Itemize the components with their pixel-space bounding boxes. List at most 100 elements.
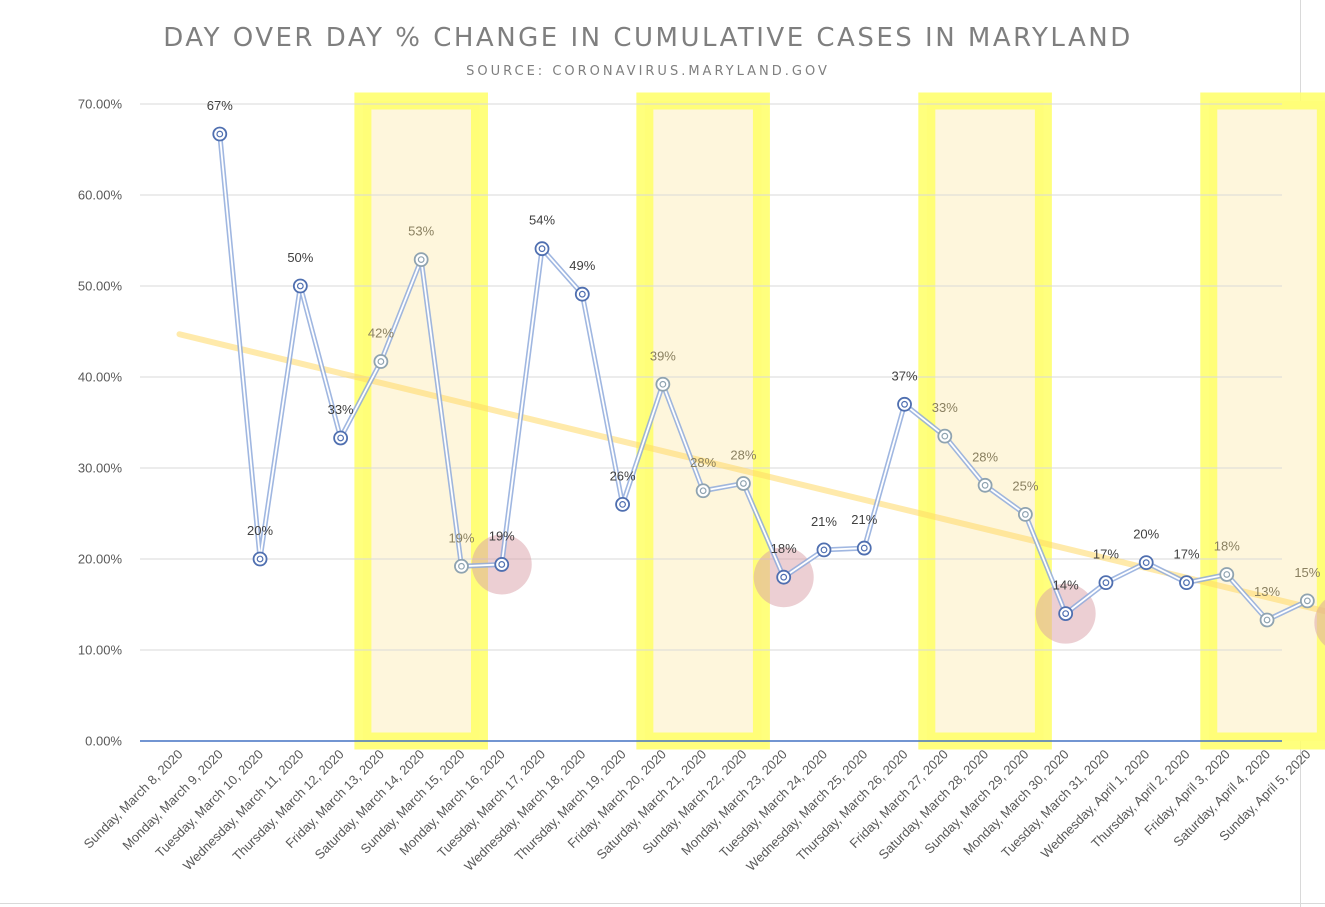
gridlines	[140, 103, 1282, 651]
data-point-marker	[695, 483, 711, 499]
data-point-marker	[736, 476, 751, 491]
data-point-marker	[937, 428, 953, 444]
chart-border-bottom	[0, 903, 1325, 904]
chart-subtitle: SOURCE: CORONAVIRUS.MARYLAND.GOV	[466, 64, 830, 79]
data-point-marker	[776, 569, 792, 585]
data-label: 21%	[811, 514, 837, 529]
data-label: 54%	[529, 213, 555, 228]
data-point-marker-inner	[1102, 579, 1110, 587]
data-label: 49%	[569, 258, 595, 273]
weekend-band-4	[1200, 92, 1325, 750]
data-label: 33%	[328, 402, 354, 417]
data-point-marker-inner	[1062, 610, 1070, 617]
data-label: 19%	[489, 528, 515, 543]
weekend-band-2	[636, 92, 770, 750]
data-point-marker-inner	[337, 434, 345, 442]
data-point-marker-inner	[740, 480, 747, 487]
data-point-marker	[212, 126, 228, 142]
series-line-inner	[218, 133, 1308, 621]
data-point-marker	[897, 396, 912, 412]
data-label: 42%	[368, 326, 394, 341]
data-point-marker-inner	[820, 546, 828, 554]
data-point-marker-inner	[860, 544, 868, 552]
weekend-band-1	[354, 92, 488, 750]
data-label: 50%	[287, 250, 313, 265]
data-label: 53%	[408, 224, 434, 239]
weekend-highlights	[354, 92, 1325, 750]
data-point-marker	[977, 477, 993, 493]
data-label: 39%	[650, 348, 676, 363]
data-point-marker	[856, 540, 872, 556]
y-tick-label: 70.00%	[78, 97, 123, 112]
data-point-marker	[655, 376, 671, 392]
data-point-marker-inner	[296, 282, 304, 290]
data-point-marker	[1058, 606, 1074, 621]
data-label: 15%	[1294, 565, 1320, 580]
data-point-marker-inner	[619, 501, 626, 508]
data-point-marker-inner	[256, 555, 264, 563]
data-label: 17%	[1173, 547, 1199, 562]
data-label: 28%	[730, 447, 756, 462]
data-point-marker	[615, 496, 630, 512]
data-point-marker-inner	[578, 290, 586, 298]
data-point-marker	[816, 542, 832, 558]
next-point-circle	[1314, 599, 1325, 646]
data-label: 33%	[932, 400, 958, 415]
data-point-marker	[494, 557, 510, 572]
data-point-marker	[1259, 612, 1275, 628]
data-point-marker	[574, 286, 590, 302]
data-point-marker-inner	[659, 380, 667, 388]
data-label: 37%	[892, 368, 918, 383]
data-label: 20%	[247, 523, 273, 538]
data-point-marker	[292, 278, 308, 294]
data-point-marker-inner	[941, 432, 949, 440]
data-point-marker	[1138, 555, 1154, 571]
data-point-marker-inner	[1223, 571, 1231, 578]
data-point-marker-inner	[981, 481, 989, 489]
data-point-marker	[252, 551, 268, 567]
data-point-marker-inner	[417, 256, 425, 264]
data-labels: ?67%20%50%33%42%53%19%19%54%49%26%39%28%…	[207, 98, 1321, 599]
y-tick-label: 30.00%	[78, 461, 123, 476]
data-point-marker	[333, 430, 349, 446]
data-point-marker-inner	[377, 358, 385, 365]
data-point-marker-inner	[458, 562, 465, 570]
data-point-marker	[1219, 567, 1235, 582]
data-point-marker	[454, 558, 469, 574]
data-label: 28%	[690, 455, 716, 470]
data-label: 26%	[610, 468, 636, 483]
y-tick-label: 50.00%	[78, 279, 123, 294]
data-point-marker-inner	[699, 487, 707, 495]
data-label: 13%	[1254, 584, 1280, 599]
data-series	[212, 126, 1315, 628]
data-point-marker-inner	[1142, 559, 1150, 567]
data-point-marker	[1179, 575, 1194, 591]
y-tick-label: 20.00%	[78, 552, 123, 567]
data-point-marker	[534, 241, 550, 257]
data-label: 18%	[771, 541, 797, 556]
weekend-band-3	[918, 92, 1052, 750]
data-point-marker	[1017, 507, 1033, 522]
y-tick-label: 60.00%	[78, 188, 123, 203]
data-point-marker-inner	[216, 130, 224, 138]
data-point-marker	[413, 252, 429, 268]
data-label: 67%	[207, 98, 233, 113]
data-point-marker	[1098, 575, 1114, 591]
data-label: 19%	[448, 530, 474, 545]
data-label: 21%	[851, 512, 877, 527]
data-label: 25%	[1012, 478, 1038, 493]
data-point-marker-inner	[1021, 511, 1029, 518]
chart-title: DAY OVER DAY % CHANGE IN CUMULATIVE CASE…	[163, 23, 1133, 53]
y-tick-label: 10.00%	[78, 643, 123, 658]
data-point-marker-inner	[1183, 579, 1190, 587]
data-point-marker-inner	[538, 245, 546, 253]
data-point-marker	[373, 354, 389, 369]
data-label: 17%	[1093, 547, 1119, 562]
data-label: 28%	[972, 449, 998, 464]
data-point-marker-inner	[498, 561, 506, 568]
data-label: 20%	[1133, 527, 1159, 542]
y-tick-label: 0.00%	[85, 734, 122, 749]
y-axis-ticks: 0.00% 10.00% 20.00% 30.00% 40.00% 50.00% 60.00…	[78, 97, 123, 749]
